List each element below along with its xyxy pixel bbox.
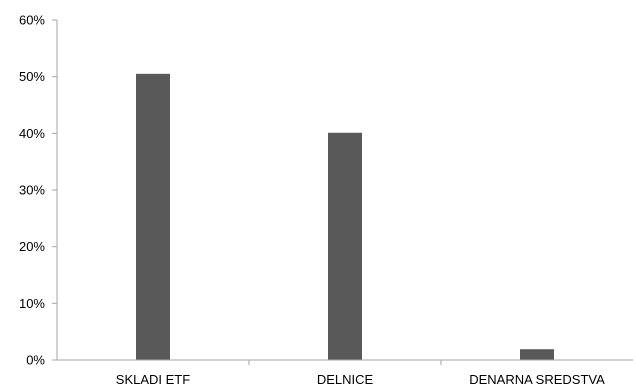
x-category-label: SKLADI ETF (116, 372, 190, 387)
y-tick-label: 60% (19, 13, 45, 28)
x-category-label: DENARNA SREDSTVA (469, 372, 605, 387)
bar-delnice (328, 132, 362, 360)
y-tick-label: 20% (19, 239, 45, 254)
y-tick-label: 40% (19, 126, 45, 141)
y-axis-ticks: 0% 10% 20% 30% 40% 50% 60% (19, 13, 57, 368)
x-category-label: DELNICE (317, 372, 374, 387)
x-axis-labels: SKLADI ETF DELNICE DENARNA SREDSTVA (116, 360, 605, 387)
bars (136, 73, 554, 360)
y-tick-label: 50% (19, 69, 45, 84)
bar-denarna-sredstva (520, 349, 554, 360)
bar-skladi-etf (136, 73, 170, 360)
y-tick-label: 0% (26, 353, 45, 368)
y-tick-label: 30% (19, 183, 45, 198)
y-tick-label: 10% (19, 296, 45, 311)
